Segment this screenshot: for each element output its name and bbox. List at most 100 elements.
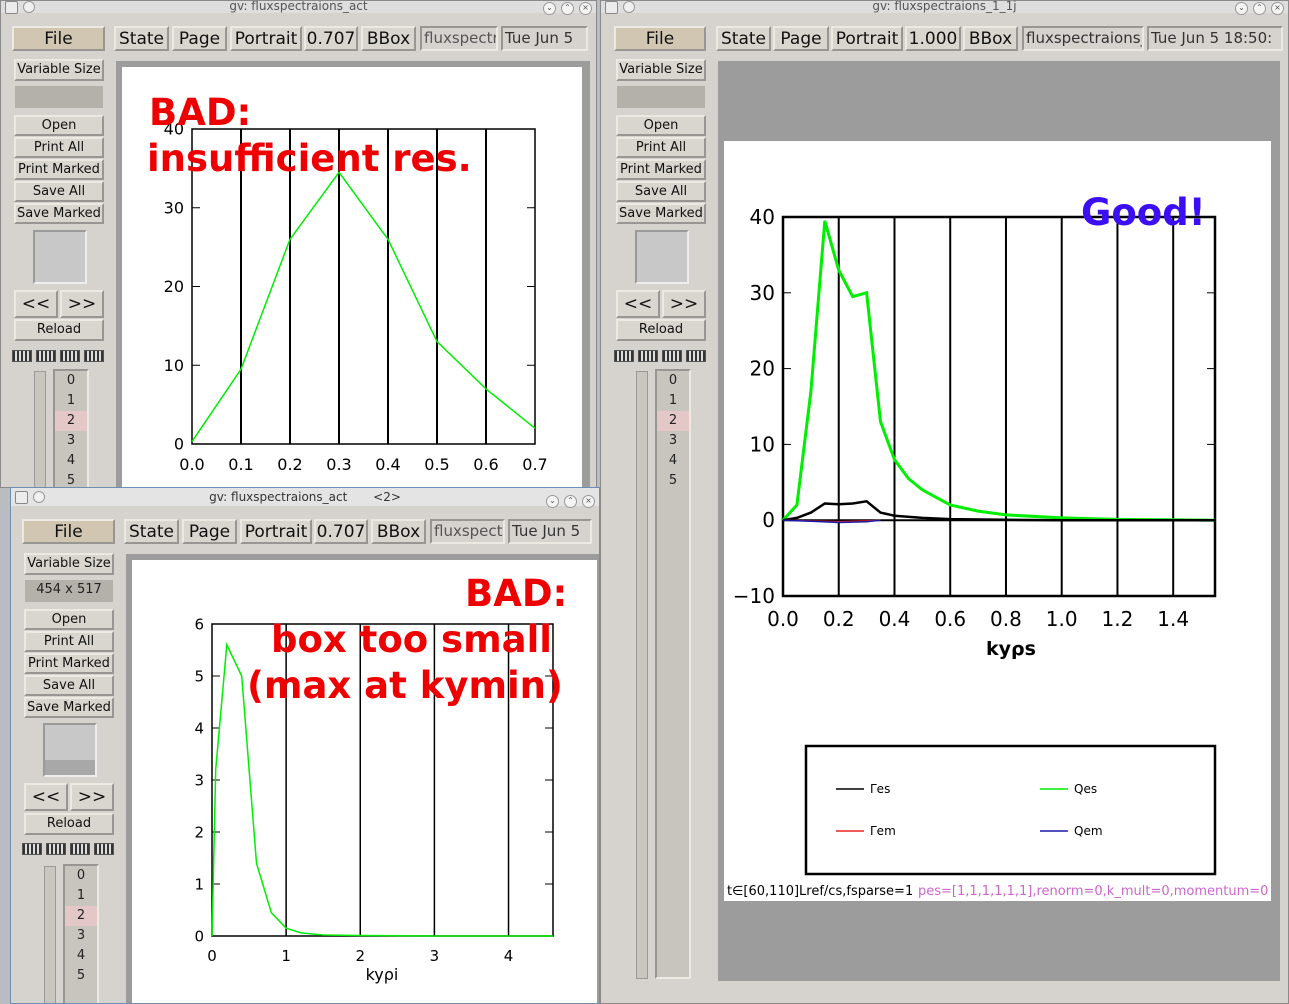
print-all-button[interactable]: Print All bbox=[14, 137, 104, 158]
close-icon[interactable]: × bbox=[579, 2, 592, 15]
save-all-button[interactable]: Save All bbox=[24, 675, 114, 696]
reload-button[interactable]: Reload bbox=[24, 813, 114, 835]
toggle-mark-icon[interactable] bbox=[662, 350, 682, 362]
maximize-icon[interactable]: ⌃ bbox=[561, 2, 574, 15]
mark-odd-icon[interactable] bbox=[614, 350, 634, 362]
print-all-button[interactable]: Print All bbox=[616, 137, 706, 158]
mark-even-icon[interactable] bbox=[46, 843, 66, 855]
page-item[interactable]: 0 bbox=[66, 373, 76, 388]
prev-page-button[interactable]: << bbox=[616, 290, 660, 318]
page-item[interactable]: 1 bbox=[668, 393, 678, 408]
close-icon[interactable]: × bbox=[1271, 2, 1284, 15]
page-menu-button[interactable]: Page bbox=[773, 26, 829, 51]
page-item[interactable]: 0 bbox=[668, 373, 678, 388]
save-marked-button[interactable]: Save Marked bbox=[14, 203, 104, 224]
page-item[interactable]: 4 bbox=[668, 453, 678, 468]
file-menu-button[interactable]: File bbox=[614, 26, 706, 51]
page-menu-button[interactable]: Page bbox=[182, 519, 237, 544]
page-item-selected[interactable]: 2 bbox=[55, 411, 87, 431]
reload-button[interactable]: Reload bbox=[14, 319, 104, 341]
page-thumbnail[interactable] bbox=[33, 230, 87, 284]
open-button[interactable]: Open bbox=[24, 609, 114, 630]
mark-odd-icon[interactable] bbox=[22, 843, 42, 855]
toggle-mark-icon[interactable] bbox=[70, 843, 90, 855]
window-menu-icon[interactable] bbox=[605, 1, 618, 14]
page-item[interactable]: 5 bbox=[668, 473, 678, 488]
mark-even-icon[interactable] bbox=[36, 350, 56, 362]
print-all-button[interactable]: Print All bbox=[24, 631, 114, 652]
sticky-icon[interactable] bbox=[23, 1, 35, 13]
page-list[interactable]: 0 1 2 3 4 5 bbox=[53, 369, 89, 488]
page-item[interactable]: 0 bbox=[76, 868, 86, 883]
unmark-icon[interactable] bbox=[686, 350, 706, 362]
scale-button[interactable]: 0.707 bbox=[314, 519, 368, 544]
page-item[interactable]: 4 bbox=[76, 948, 86, 963]
save-all-button[interactable]: Save All bbox=[14, 181, 104, 202]
unmark-icon[interactable] bbox=[84, 350, 104, 362]
page-item-selected[interactable]: 2 bbox=[65, 906, 97, 926]
reload-button[interactable]: Reload bbox=[616, 319, 706, 341]
scale-button[interactable]: 0.707 bbox=[304, 26, 358, 51]
print-marked-button[interactable]: Print Marked bbox=[24, 653, 114, 674]
page-thumbnail[interactable] bbox=[43, 723, 97, 777]
orientation-button[interactable]: Portrait bbox=[240, 519, 312, 544]
page-list-scrollbar[interactable] bbox=[34, 371, 46, 487]
state-menu-button[interactable]: State bbox=[124, 519, 179, 544]
next-page-button[interactable]: >> bbox=[60, 290, 104, 318]
next-page-button[interactable]: >> bbox=[70, 783, 114, 811]
next-page-button[interactable]: >> bbox=[662, 290, 706, 318]
prev-page-button[interactable]: << bbox=[24, 783, 68, 811]
window-menu-icon[interactable] bbox=[15, 491, 28, 504]
save-marked-button[interactable]: Save Marked bbox=[24, 697, 114, 718]
prev-page-button[interactable]: << bbox=[14, 290, 58, 318]
bbox-button[interactable]: BBox bbox=[361, 26, 416, 51]
titlebar[interactable]: gv: fluxspectraions_act <2> ⌄ ⌃ × bbox=[11, 488, 599, 508]
page-item[interactable]: 5 bbox=[66, 473, 76, 488]
window-menu-icon[interactable] bbox=[5, 1, 18, 14]
page-item[interactable]: 3 bbox=[76, 928, 86, 943]
bbox-button[interactable]: BBox bbox=[963, 26, 1018, 51]
mark-icons[interactable] bbox=[614, 347, 710, 362]
sticky-icon[interactable] bbox=[33, 491, 45, 503]
bbox-button[interactable]: BBox bbox=[371, 519, 426, 544]
variable-size-button[interactable]: Variable Size bbox=[616, 59, 706, 81]
page-list[interactable]: 0 1 2 3 4 5 bbox=[655, 369, 691, 979]
sticky-icon[interactable] bbox=[623, 1, 635, 13]
page-list[interactable]: 0 1 2 3 4 5 bbox=[63, 864, 99, 1003]
page-item-selected[interactable]: 2 bbox=[657, 411, 689, 431]
file-menu-button[interactable]: File bbox=[22, 519, 115, 544]
page-item[interactable]: 3 bbox=[668, 433, 678, 448]
page-thumbnail[interactable] bbox=[635, 230, 689, 284]
page-list-scrollbar[interactable] bbox=[636, 371, 648, 979]
print-marked-button[interactable]: Print Marked bbox=[616, 159, 706, 180]
variable-size-button[interactable]: Variable Size bbox=[14, 59, 104, 81]
open-button[interactable]: Open bbox=[14, 115, 104, 136]
page-item[interactable]: 3 bbox=[66, 433, 76, 448]
orientation-button[interactable]: Portrait bbox=[831, 26, 903, 51]
print-marked-button[interactable]: Print Marked bbox=[14, 159, 104, 180]
save-all-button[interactable]: Save All bbox=[616, 181, 706, 202]
mark-even-icon[interactable] bbox=[638, 350, 658, 362]
titlebar[interactable]: gv: fluxspectraions_1_1j ⌄ ⌃ × bbox=[601, 1, 1288, 15]
page-item[interactable]: 4 bbox=[66, 453, 76, 468]
titlebar[interactable]: gv: fluxspectraions_act ⌄ ⌃ × bbox=[1, 1, 596, 15]
toggle-mark-icon[interactable] bbox=[60, 350, 80, 362]
mark-icons[interactable] bbox=[22, 840, 118, 855]
minimize-icon[interactable]: ⌄ bbox=[543, 2, 556, 15]
maximize-icon[interactable]: ⌃ bbox=[564, 495, 577, 508]
unmark-icon[interactable] bbox=[94, 843, 114, 855]
save-marked-button[interactable]: Save Marked bbox=[616, 203, 706, 224]
maximize-icon[interactable]: ⌃ bbox=[1253, 2, 1266, 15]
mark-icons[interactable] bbox=[12, 347, 108, 362]
file-menu-button[interactable]: File bbox=[12, 26, 105, 51]
variable-size-button[interactable]: Variable Size bbox=[24, 553, 114, 575]
page-list-scrollbar[interactable] bbox=[44, 866, 56, 1003]
state-menu-button[interactable]: State bbox=[114, 26, 169, 51]
open-button[interactable]: Open bbox=[616, 115, 706, 136]
page-menu-button[interactable]: Page bbox=[172, 26, 227, 51]
minimize-icon[interactable]: ⌄ bbox=[546, 495, 559, 508]
mark-odd-icon[interactable] bbox=[12, 350, 32, 362]
page-item[interactable]: 1 bbox=[76, 888, 86, 903]
state-menu-button[interactable]: State bbox=[716, 26, 771, 51]
page-item[interactable]: 1 bbox=[66, 393, 76, 408]
